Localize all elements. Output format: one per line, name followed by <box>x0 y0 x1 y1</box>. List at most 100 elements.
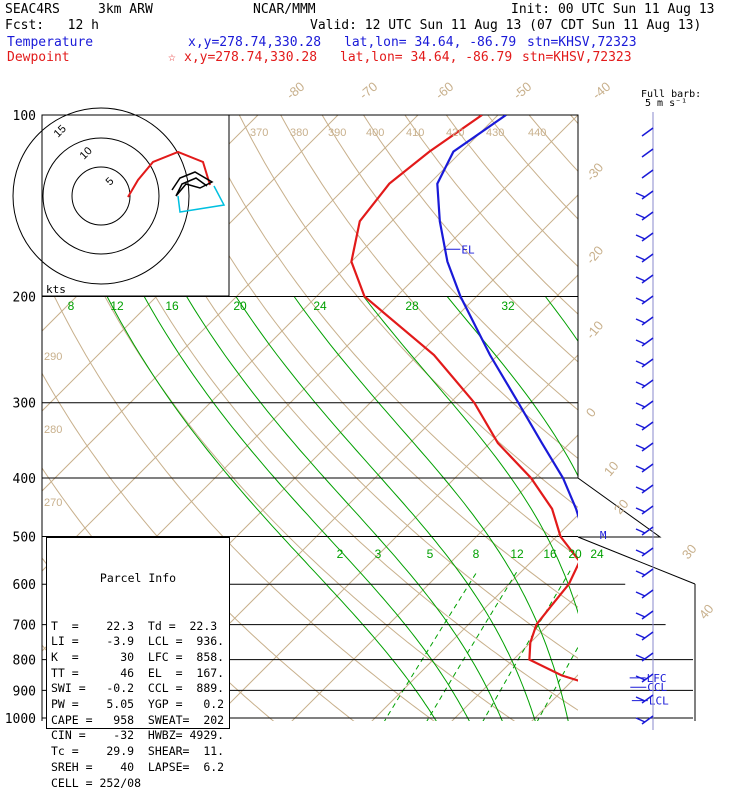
theta-label: 290 <box>44 351 62 363</box>
wind-barb-shaft <box>642 338 653 346</box>
level-mark-label: M <box>600 529 607 542</box>
mixing-ratio-label: 20 <box>568 547 582 561</box>
mixing-ratio-line <box>671 571 740 731</box>
mixing-ratio-line <box>532 571 621 731</box>
mixing-ratio-line <box>421 571 517 731</box>
pressure-label: 200 <box>13 291 36 306</box>
theta-label: 410 <box>406 127 424 139</box>
isotherm <box>202 115 740 731</box>
theta-label: 420 <box>446 127 464 139</box>
parcel-row: CIN = -32 HWBZ= 4929. <box>47 728 229 744</box>
mixing-ratio-label: 2 <box>337 547 344 561</box>
pressure-label: 100 <box>13 109 36 124</box>
moist-adiabat <box>294 297 570 731</box>
parcel-row: LI = -3.9 LCL = 936. <box>47 634 229 650</box>
wind-barb <box>636 569 653 577</box>
wind-barb <box>636 296 653 304</box>
pressure-label: 800 <box>13 654 36 669</box>
mixing-ratio-label: 8 <box>473 547 480 561</box>
wind-barb-shaft <box>642 128 653 136</box>
temperature-label: -10 <box>583 318 607 342</box>
dry-adiabat <box>239 115 740 731</box>
parcel-row: Tc = 29.9 SHEAR= 11. <box>47 744 229 760</box>
wind-barb-flag <box>636 508 645 512</box>
wind-barb-shaft <box>642 212 653 220</box>
wind-barb-shaft <box>642 149 653 157</box>
pressure-label: 500 <box>13 530 36 545</box>
wind-barb-shaft <box>642 443 653 451</box>
dry-adiabat <box>529 115 740 731</box>
moist-adiabat <box>650 297 706 731</box>
wind-barb-shaft <box>642 485 653 493</box>
wind-barb-flag <box>636 613 645 617</box>
wind-barb-flag <box>636 235 645 239</box>
wind-barb <box>636 716 653 724</box>
theta-label: 440 <box>528 127 546 139</box>
pressure-label: 700 <box>13 619 36 634</box>
theta-label: 370 <box>250 127 268 139</box>
pressure-label: 1000 <box>5 712 36 727</box>
wind-barb-shaft <box>642 359 653 367</box>
wind-barb-flag <box>636 466 645 470</box>
isotherm-label: 16 <box>165 299 179 313</box>
wind-barb-shaft <box>642 716 653 724</box>
parcel-row: K = 30 LFC = 858. <box>47 650 229 666</box>
isotherm <box>602 115 740 731</box>
wind-barb-shaft <box>642 569 653 577</box>
wind-barb-flag <box>636 214 645 218</box>
pressure-label: 600 <box>13 578 36 593</box>
isotherm-label: 20 <box>233 299 247 313</box>
dry-adiabat <box>612 115 740 731</box>
wind-barb <box>636 527 653 535</box>
isotherm-label: 32 <box>501 299 515 313</box>
wind-barb <box>636 485 653 493</box>
temperature-label: -40 <box>589 79 613 103</box>
wind-barb-shaft <box>642 170 653 178</box>
isotherm <box>682 115 740 731</box>
pressure-label: 300 <box>13 397 36 412</box>
isotherm-label: 24 <box>313 299 327 313</box>
parcel-row: SWI = -0.2 CCL = 889. <box>47 681 229 697</box>
mixing-ratio-label: 24 <box>590 547 604 561</box>
wind-barb-sub: 5 m s⁻¹ <box>645 98 687 109</box>
wind-barb-shaft <box>642 422 653 430</box>
temperature-label: -60 <box>432 79 456 103</box>
wind-barb-flag <box>636 571 645 575</box>
dry-adiabat <box>0 115 42 731</box>
wind-barb <box>636 191 653 199</box>
parcel-row: T = 22.3 Td = 22.3 <box>47 619 229 635</box>
wind-barb <box>636 464 653 472</box>
wind-barb-flag <box>636 655 645 659</box>
dry-adiabat <box>736 115 740 731</box>
mixing-ratio-label: 3 <box>375 547 382 561</box>
level-mark-label: EL <box>461 243 475 256</box>
wind-barb-shaft <box>642 275 653 283</box>
wind-barb <box>636 401 653 409</box>
isotherm-label: 12 <box>110 299 124 313</box>
isotherm-label: 28 <box>405 299 419 313</box>
temperature-label: -30 <box>583 160 607 184</box>
temperature-label: -50 <box>510 79 534 103</box>
parcel-row: TT = 46 EL = 167. <box>47 666 229 682</box>
wind-barb-flag <box>636 718 645 722</box>
wind-barb-shaft <box>642 548 653 556</box>
wind-barb <box>636 506 653 514</box>
wind-barb <box>636 275 653 283</box>
wind-barb <box>636 317 653 325</box>
theta-label: 380 <box>290 127 308 139</box>
wind-barb-shaft <box>642 380 653 388</box>
wind-barb <box>642 128 653 136</box>
wind-barb-shaft <box>642 611 653 619</box>
wind-barb-shaft <box>642 317 653 325</box>
temperature-label: -20 <box>583 243 607 267</box>
temperature-label: 10 <box>601 458 622 479</box>
wind-barb <box>642 170 653 178</box>
hodograph-units: kts <box>46 283 66 296</box>
mixing-ratio-line <box>379 571 478 731</box>
temperature-label: -70 <box>356 79 380 103</box>
wind-barb <box>636 590 653 598</box>
temperature-label: 0 <box>583 405 599 420</box>
parcel-info-title: Parcel Info <box>47 571 229 587</box>
wind-barb <box>636 380 653 388</box>
